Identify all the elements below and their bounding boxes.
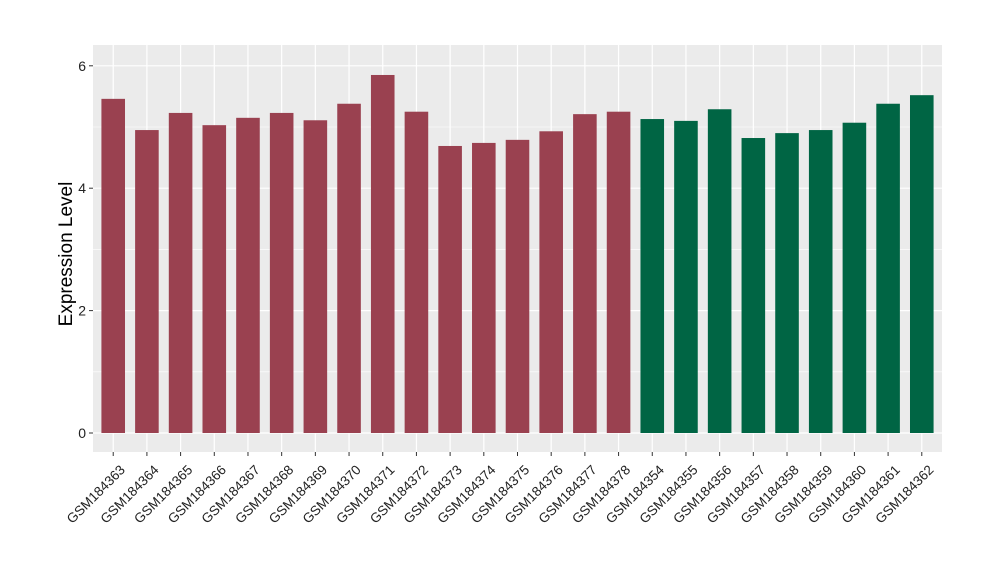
y-tick-label: 0 <box>78 425 86 441</box>
bar-GSM184368 <box>269 112 294 433</box>
y-tick-label: 4 <box>78 180 86 196</box>
bar-GSM184354 <box>640 119 665 433</box>
bar-GSM184356 <box>707 109 732 433</box>
bar-GSM184376 <box>539 131 563 433</box>
x-axis: GSM184363GSM184364GSM184365GSM184366GSM1… <box>64 452 937 526</box>
bar-GSM184355 <box>674 120 698 433</box>
bar-GSM184370 <box>337 103 361 433</box>
bar-GSM184375 <box>505 139 530 434</box>
bar-GSM184374 <box>472 142 496 434</box>
bar-GSM184359 <box>808 130 833 433</box>
bar-GSM184369 <box>303 120 328 433</box>
bar-GSM184377 <box>573 114 597 433</box>
bar-GSM184371 <box>370 74 395 433</box>
bar-GSM184367 <box>236 117 260 433</box>
bar-GSM184362 <box>909 95 934 434</box>
bar-GSM184373 <box>438 145 462 434</box>
bars <box>101 74 934 434</box>
y-axis: 0 2 4 6 <box>78 58 93 441</box>
y-tick-label: 2 <box>78 303 86 319</box>
y-tick-label: 6 <box>78 58 86 74</box>
bar-GSM184366 <box>202 125 227 433</box>
bar-GSM184358 <box>775 133 799 433</box>
y-axis-label: Expression Level <box>56 182 77 327</box>
bar-GSM184361 <box>876 103 900 433</box>
bar-GSM184378 <box>606 111 631 433</box>
bar-GSM184365 <box>168 112 193 433</box>
bar-GSM184357 <box>741 138 766 434</box>
bar-GSM184364 <box>135 130 159 433</box>
bar-GSM184363 <box>101 98 126 434</box>
bar-GSM184360 <box>842 122 867 433</box>
bar-GSM184372 <box>404 111 429 433</box>
